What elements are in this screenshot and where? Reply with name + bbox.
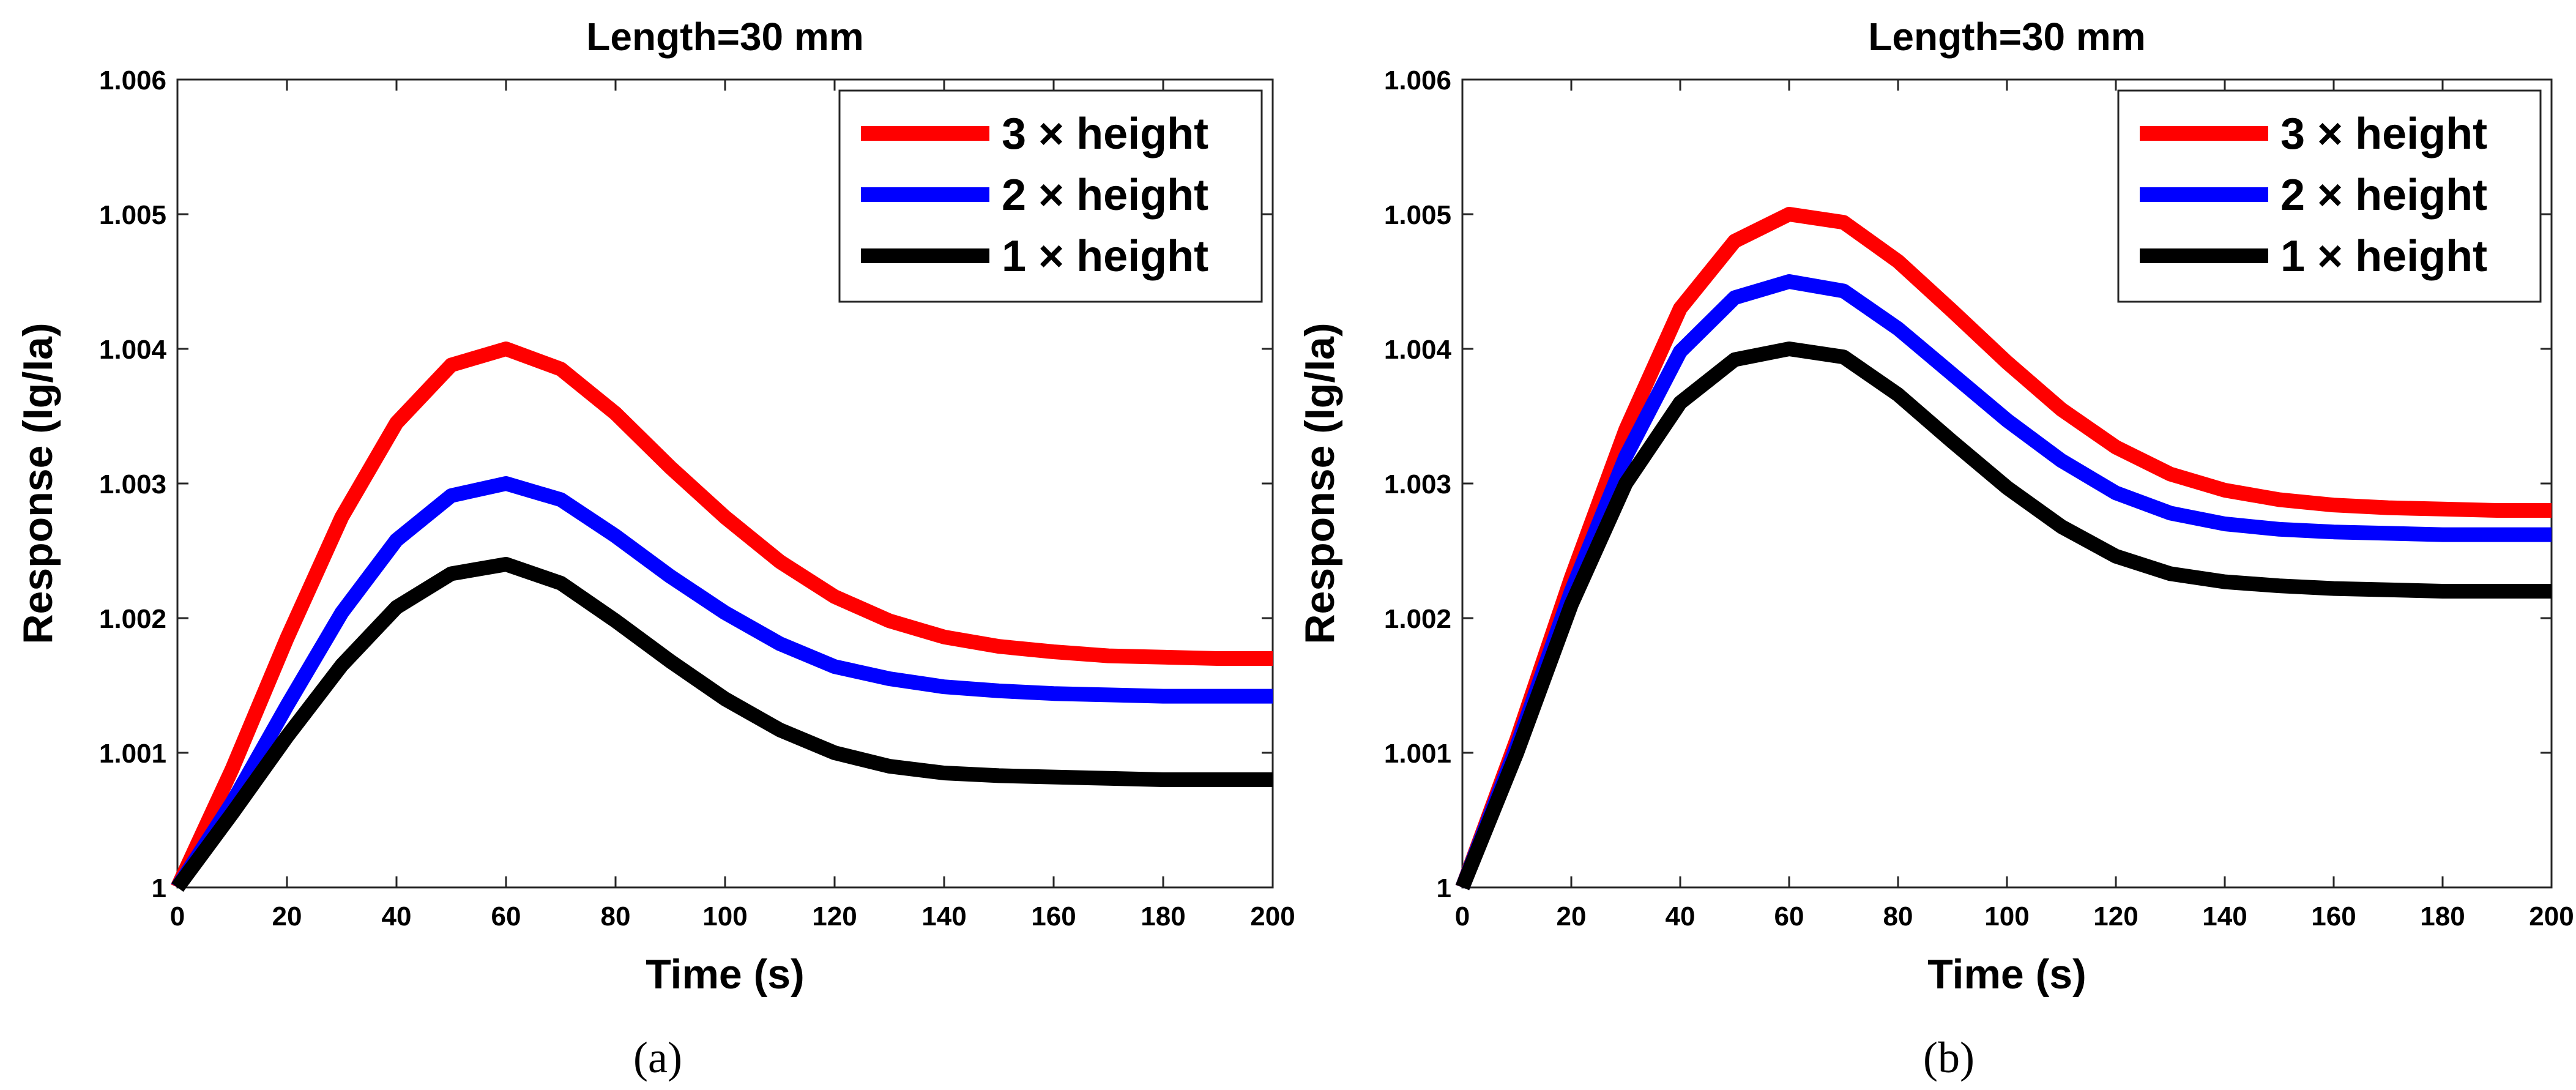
series-line-3 (1455, 342, 2552, 890)
x-tick-label: 120 (2093, 901, 2138, 931)
y-axis-label: Response (Ig/Ia) (1297, 323, 1343, 644)
x-tick-label: 20 (272, 901, 302, 931)
legend-label: 2 × height (2280, 171, 2487, 220)
x-tick-label: 180 (2420, 901, 2465, 931)
y-tick-label: 1.006 (99, 65, 166, 95)
legend-label: 3 × height (2280, 110, 2487, 159)
y-axis-label: Response (Ig/Ia) (15, 323, 61, 644)
series-line-2 (171, 476, 1273, 892)
y-tick-label: 1.004 (1384, 335, 1452, 365)
x-tick-label: 80 (1883, 901, 1913, 931)
y-tick-label: 1.004 (99, 335, 167, 365)
legend-label: 2 × height (1002, 171, 1208, 220)
y-tick-label: 1.005 (99, 200, 166, 230)
chart-title: Length=30 mm (586, 15, 863, 59)
x-tick-label: 80 (601, 901, 631, 931)
x-tick-label: 40 (1666, 901, 1696, 931)
x-tick-label: 0 (1455, 901, 1470, 931)
x-tick-label: 180 (1141, 901, 1185, 931)
caption-b: (b) (1923, 1033, 1975, 1082)
x-tick-label: 100 (1984, 901, 2029, 931)
legend: 3 × height 2 × height 1 × height (2117, 89, 2542, 303)
x-tick-label: 160 (2311, 901, 2356, 931)
y-tick-label: 1 (152, 873, 166, 903)
x-tick-label: 40 (382, 901, 412, 931)
x-tick-label: 200 (2529, 901, 2574, 931)
x-tick-label: 0 (170, 901, 185, 931)
caption-a: (a) (633, 1033, 682, 1082)
x-tick-label: 60 (491, 901, 521, 931)
legend-label: 1 × height (2280, 232, 2487, 281)
chart-panel-b: 0 20 40 60 80 100 120 140 160 180 200 1 1.001 1.002 1.… (1297, 15, 2574, 998)
chart-panel-a: 0 20 40 60 80 100 120 140 160 180 200 1 1.001 1.002 1.… (15, 15, 1295, 998)
series-line-3 (171, 557, 1273, 892)
legend-label: 1 × height (1002, 232, 1208, 281)
y-tick-label: 1.002 (1384, 604, 1451, 634)
x-tick-label: 160 (1031, 901, 1076, 931)
chart-title: Length=30 mm (1868, 15, 2145, 59)
x-axis-label: Time (s) (646, 951, 804, 998)
series-line-1 (171, 342, 1273, 891)
y-tick-label: 1.005 (1384, 200, 1451, 230)
y-tick-label: 1.001 (99, 739, 166, 769)
y-tick-label: 1 (1437, 873, 1451, 903)
y-tick-label: 1.001 (1384, 739, 1451, 769)
x-tick-label: 200 (1250, 901, 1295, 931)
y-tick-label: 1.006 (1384, 65, 1451, 95)
y-tick-label: 1.002 (99, 604, 166, 634)
y-tick-label: 1.003 (1384, 469, 1451, 499)
x-tick-label: 60 (1774, 901, 1804, 931)
x-tick-label: 140 (2202, 901, 2247, 931)
x-tick-label: 120 (812, 901, 857, 931)
x-tick-label: 140 (921, 901, 966, 931)
series-line-1 (1455, 207, 2552, 890)
y-tick-label: 1.003 (99, 469, 166, 499)
legend-label: 3 × height (1002, 110, 1208, 159)
x-tick-label: 20 (1557, 901, 1587, 931)
series-line-2 (1455, 274, 2552, 890)
legend: 3 × height 2 × height 1 × height (838, 89, 1263, 303)
x-tick-label: 100 (702, 901, 747, 931)
x-axis-label: Time (s) (1927, 951, 2086, 998)
